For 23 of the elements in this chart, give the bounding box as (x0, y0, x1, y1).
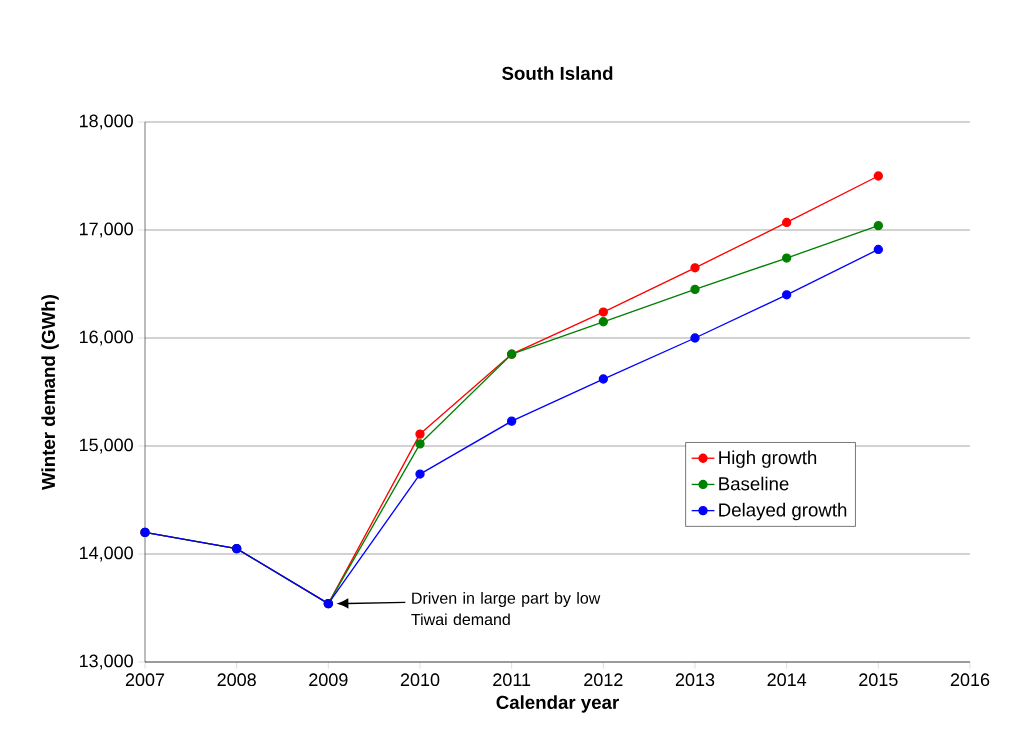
x-tick-label: 2010 (400, 673, 440, 687)
x-tick-label: 2012 (584, 673, 623, 687)
x-tick-label: 2015 (859, 673, 898, 687)
legend-label: Baseline (719, 476, 789, 491)
y-tick-label: 14,000 (79, 546, 133, 562)
x-axis-title: Calendar year (496, 695, 619, 713)
y-tick-label: 16,000 (79, 330, 133, 346)
y-tick-label: 17,000 (79, 222, 133, 238)
x-tick-label: 2016 (950, 673, 990, 687)
y-axis-title: Winter demand (GWh) (41, 295, 59, 490)
y-tick-label: 15,000 (79, 438, 133, 454)
x-tick-label: 2014 (767, 673, 807, 687)
legend-label: Delayed growth (719, 502, 847, 521)
y-tick-label: 13,000 (79, 654, 133, 670)
x-tick-label: 2008 (217, 673, 256, 687)
x-tick-label: 2013 (675, 673, 715, 687)
legend-label: High growth (719, 450, 817, 468)
annotation: Driven in large part by low Tiwai demand (411, 592, 601, 626)
x-tick-label: 2011 (493, 673, 531, 687)
chart-title: South Island (502, 66, 613, 80)
x-tick-label: 2007 (125, 673, 165, 687)
x-tick-label: 2009 (309, 673, 348, 687)
y-tick-label: 18,000 (79, 114, 133, 130)
